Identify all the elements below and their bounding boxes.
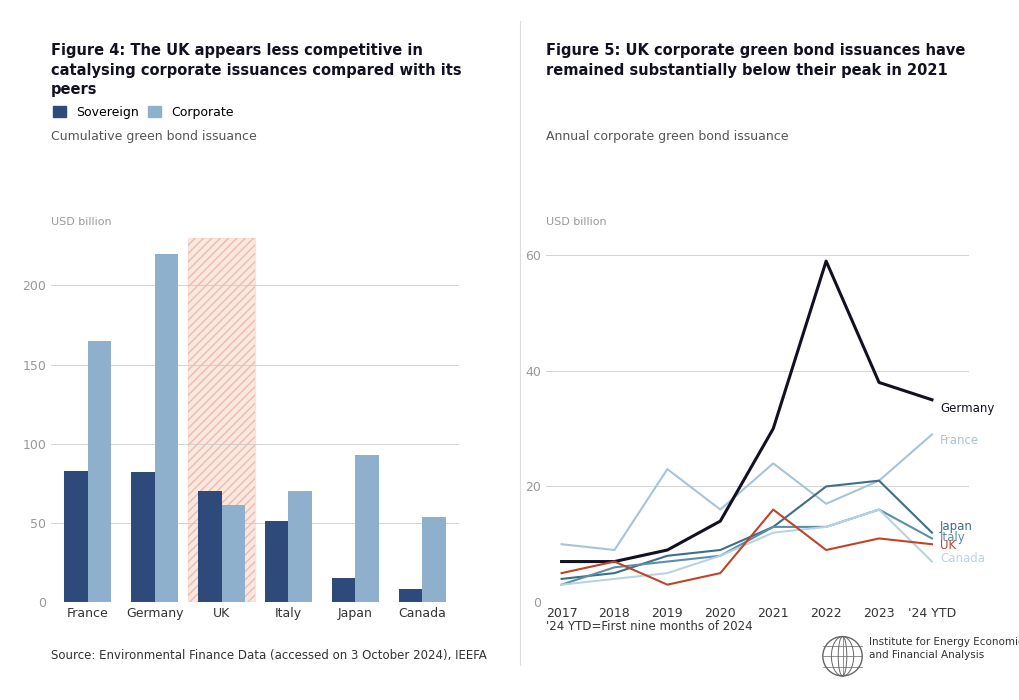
Text: Cumulative green bond issuance: Cumulative green bond issuance (51, 130, 257, 143)
Bar (155, 254, 178, 602)
Text: Italy: Italy (938, 531, 965, 544)
Text: Annual corporate green bond issuance: Annual corporate green bond issuance (545, 130, 788, 143)
Bar (187, 238, 255, 602)
Bar (355, 455, 378, 602)
Text: Japan: Japan (938, 520, 972, 533)
Bar (398, 589, 422, 602)
Bar (288, 491, 312, 602)
Bar (422, 517, 445, 602)
Text: Source: Environmental Finance Data (accessed on 3 October 2024), IEEFA: Source: Environmental Finance Data (acce… (51, 648, 486, 662)
Text: USD billion: USD billion (51, 218, 111, 228)
Text: USD billion: USD billion (545, 218, 605, 228)
Legend: Sovereign, Corporate: Sovereign, Corporate (53, 106, 233, 119)
Text: Figure 5: UK corporate green bond issuances have
remained substantially below th: Figure 5: UK corporate green bond issuan… (545, 43, 964, 78)
Text: Germany: Germany (938, 402, 994, 415)
Bar (221, 505, 245, 602)
Bar (88, 341, 111, 602)
Text: France: France (938, 434, 978, 447)
Text: Figure 4: The UK appears less competitive in
catalysing corporate issuances comp: Figure 4: The UK appears less competitiv… (51, 43, 462, 97)
Bar (187, 238, 255, 602)
Bar (131, 473, 155, 602)
Bar (265, 522, 288, 602)
Text: Canada: Canada (938, 552, 984, 565)
Text: Institute for Energy Economics
and Financial Analysis: Institute for Energy Economics and Finan… (868, 637, 1019, 660)
Text: UK: UK (938, 539, 955, 552)
Text: '24 YTD=First nine months of 2024: '24 YTD=First nine months of 2024 (545, 620, 752, 633)
Bar (198, 491, 221, 602)
Bar (331, 578, 355, 602)
Bar (64, 470, 88, 602)
